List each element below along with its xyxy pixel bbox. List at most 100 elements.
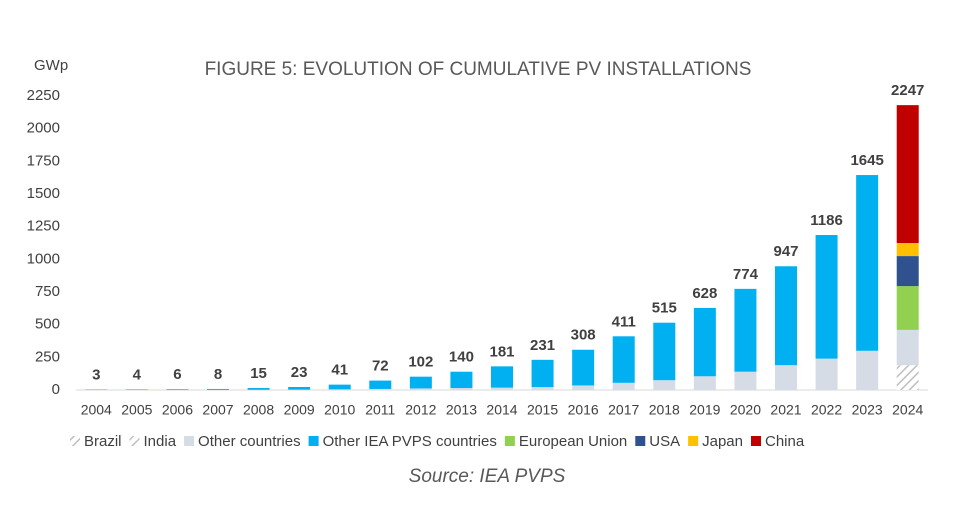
total-label: 515 — [652, 300, 677, 317]
bar-segment — [491, 366, 513, 388]
bar-segment — [288, 386, 311, 390]
legend-swatch — [635, 436, 646, 446]
y-tick-label: 750 — [35, 283, 60, 300]
x-tick-label: 2006 — [162, 402, 193, 418]
bar-segment — [896, 286, 919, 330]
total-label: 3 — [92, 367, 100, 384]
total-label: 8 — [214, 366, 222, 383]
bar-segment — [775, 365, 797, 390]
y-axis-label: GWp — [34, 57, 68, 74]
bar-segment — [491, 387, 513, 390]
bar-segment — [896, 256, 919, 287]
total-label: 1186 — [810, 212, 843, 229]
bar-segment — [896, 105, 919, 243]
bar-segment — [693, 376, 716, 390]
bar-segment — [775, 266, 797, 366]
total-label: 4 — [133, 366, 142, 383]
y-tick-label: 0 — [52, 381, 60, 398]
legend-swatch — [504, 436, 515, 446]
legend-label: Japan — [702, 433, 743, 450]
total-label: 6 — [173, 366, 181, 383]
x-tick-label: 2010 — [324, 402, 355, 418]
legend-label: USA — [649, 433, 680, 450]
bar-segment — [896, 329, 919, 366]
y-tick-label: 250 — [35, 348, 60, 365]
legend-label: China — [765, 433, 805, 450]
x-tick-label: 2009 — [284, 402, 315, 418]
legend-label: Other IEA PVPS countries — [323, 433, 497, 450]
bar-segment — [612, 336, 635, 383]
legend-swatch — [308, 436, 319, 446]
x-tick-label: 2008 — [243, 402, 274, 418]
x-tick-label: 2020 — [730, 402, 761, 418]
total-label: 181 — [489, 343, 514, 360]
bar-segment — [896, 365, 919, 384]
x-tick-label: 2014 — [486, 402, 517, 418]
bar-segment — [166, 389, 189, 390]
legend-swatch — [70, 436, 80, 446]
bar-segment — [247, 388, 270, 390]
bar-segment — [734, 371, 757, 390]
legend-swatch — [184, 436, 195, 446]
x-tick-label: 2013 — [446, 402, 477, 418]
legend-swatch — [129, 436, 140, 446]
x-tick-label: 2021 — [770, 402, 801, 418]
source: Source: IEA PVPS — [409, 466, 566, 487]
total-label: 102 — [408, 354, 433, 371]
bar-segment — [450, 371, 473, 389]
legend-swatch — [751, 436, 761, 446]
legend-label: India — [144, 433, 177, 450]
total-label: 628 — [692, 285, 717, 302]
bar-segment — [693, 307, 716, 377]
x-tick-label: 2017 — [608, 402, 639, 418]
x-tick-label: 2015 — [527, 402, 558, 418]
x-tick-label: 2016 — [568, 402, 599, 418]
total-label: 308 — [571, 327, 596, 344]
bar-segment — [328, 389, 351, 390]
total-label: 15 — [250, 365, 267, 382]
total-label: 41 — [331, 362, 348, 379]
x-tick-label: 2007 — [202, 402, 233, 418]
bar-segment — [369, 388, 392, 390]
x-tick-label: 2004 — [81, 402, 112, 418]
y-tick-label: 500 — [35, 316, 60, 333]
x-tick-label: 2012 — [405, 402, 436, 418]
bar-segment — [369, 380, 392, 389]
x-tick-label: 2018 — [649, 402, 680, 418]
bar-segment — [572, 385, 595, 390]
legend-swatch — [688, 436, 699, 446]
bar-segment — [328, 384, 351, 390]
bar-segment — [856, 175, 879, 351]
legend-label: Other countries — [198, 433, 301, 450]
bar-segment — [896, 243, 919, 257]
bar-segment — [450, 388, 473, 390]
y-tick-label: 1500 — [27, 185, 60, 202]
total-label: 411 — [612, 313, 636, 330]
bar-segment — [896, 383, 919, 390]
y-tick-label: 1000 — [27, 250, 60, 267]
x-tick-label: 2024 — [892, 402, 923, 418]
bar-segment — [856, 350, 879, 390]
x-tick-label: 2019 — [689, 402, 720, 418]
bar-segment — [207, 388, 229, 390]
bar-segment — [125, 389, 148, 390]
x-tick-label: 2011 — [365, 402, 395, 418]
bar-segment — [572, 349, 595, 386]
bar-segment — [815, 358, 838, 390]
total-label: 1645 — [850, 152, 883, 169]
total-label: 947 — [773, 243, 798, 260]
bar-segment — [653, 380, 676, 390]
x-tick-label: 2022 — [811, 402, 842, 418]
total-label: 774 — [733, 266, 759, 283]
total-label: 2247 — [891, 82, 924, 99]
bar-segment — [409, 388, 432, 390]
legend-label: Brazil — [84, 433, 122, 450]
y-tick-label: 2250 — [27, 87, 60, 104]
bar-segment — [531, 359, 554, 388]
bar-segment — [815, 235, 838, 359]
total-label: 72 — [372, 358, 389, 375]
bar-segment — [734, 288, 757, 372]
bar-segment — [409, 376, 432, 389]
legend-label: European Union — [519, 433, 627, 450]
